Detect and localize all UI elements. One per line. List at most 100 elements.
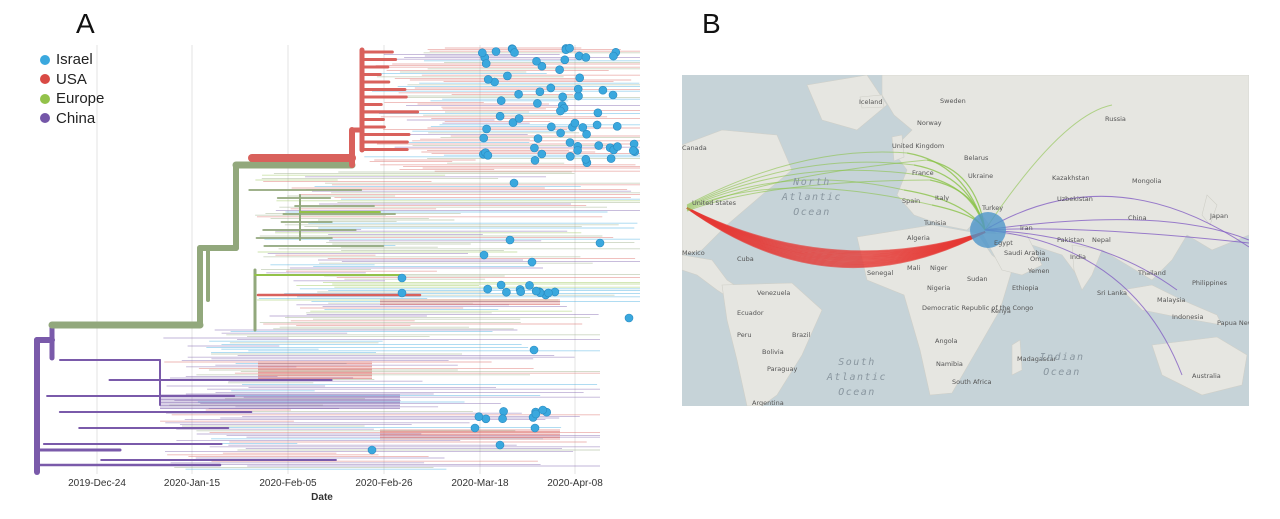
israel-tip-point [498,414,507,424]
x-tick-label: 2020-Feb-26 [355,478,413,489]
israel-tip-point [483,284,493,294]
country-label: United Kingdom [892,142,944,150]
israel-tip-point [533,134,543,143]
uk-landmass [891,134,905,162]
israel-tip-point [628,146,638,155]
ocean-label: North Atlantic Ocean [781,177,842,218]
iceland-landmass [859,94,885,109]
flow-arc-europe-usa [686,169,921,208]
israel-tip-point [397,288,407,298]
greenland-landmass [806,75,888,131]
country-label: Kenya [991,307,1011,315]
israel-tip-point [508,118,518,127]
country-label: Mexico [682,249,705,257]
country-label: Cuba [737,255,754,263]
country-label: Ethiopia [1012,284,1038,292]
israel-tip-point [530,156,540,165]
israel-tip-point [495,111,505,121]
israel-tip-point [574,91,583,101]
israel-tip-point [514,114,524,123]
israel-tip-point [527,257,537,267]
country-label: Sudan [967,275,987,283]
country-label: Nigeria [927,284,950,292]
country-label: Venezuela [757,289,790,297]
ocean-label: Indian Ocean [1039,352,1083,378]
country-label: Papua New Guinea [1217,319,1249,327]
country-label: Nepal [1092,236,1111,244]
flow-arc-usa [686,207,986,269]
country-label: Canada [682,144,707,152]
phylogenetic-tree-chart: 2019-Dec-24 2020-Jan-15 2020-Feb-05 2020-Fe… [34,43,640,503]
israel-tip-point [565,43,574,53]
israel-tip-point [530,423,540,433]
flow-arc-europe-usa [686,159,928,211]
country-label: Uzbekistan [1057,195,1093,203]
israel-tip-point [581,155,591,164]
israel-tip-point [483,151,493,160]
x-axis-title: Date [311,492,333,503]
ocean-label-line: Ocean [793,207,831,218]
country-label: Mongolia [1132,177,1161,185]
israel-tip-point [516,287,526,297]
country-label: India [1070,253,1086,261]
country-label: Iran [1020,224,1033,232]
country-label: Brazil [792,331,810,339]
israel-tip-point [514,89,523,99]
ocean-label-line: North [792,177,831,188]
israel-tip-point [609,51,618,61]
country-label: Malaysia [1157,296,1185,304]
israel-tip-point [546,122,556,132]
flow-arc-asia [984,229,1178,291]
country-label: Egypt [994,239,1013,247]
israel-tip-point [612,122,622,131]
country-label: Bolivia [762,348,784,356]
israel-tip-point [491,47,501,56]
country-label: Pakistan [1057,236,1084,244]
country-label: Paraguay [767,365,797,373]
legend-label: China [56,109,96,127]
country-label: Ecuador [737,309,764,317]
israel-tip-point [598,85,608,95]
legend-swatch [40,54,50,65]
country-label: South Africa [952,378,992,386]
ocean-label-line: Atlantic [781,192,842,203]
israel-tip-point [613,142,622,151]
country-label: Madagascar [1017,355,1057,363]
israel-tip-point [537,149,547,159]
legend-swatch [40,74,50,85]
israel-tip-point [555,65,564,74]
israel-tip-point [532,56,541,66]
israel-tip-point [594,141,604,150]
israel-tip-point [502,287,511,297]
israel-tip-point [531,409,541,419]
legend-item-israel: Israel [40,50,104,70]
world-map: Iceland Sweden Norway Russia United Kingdom B… [682,75,1249,406]
south-america-landmass [721,282,823,406]
israel-tip-point [578,123,588,132]
panel-a-letter: A [76,8,95,39]
israel-tip-point [474,412,484,422]
ocean-label: South Atlantic Ocean [826,357,886,398]
country-label: Senegal [867,269,893,277]
israel-tip-point [510,48,519,57]
israel-tip-point [537,61,547,71]
israel-hub-circle [970,212,1006,248]
israel-tip-point [530,143,539,153]
israel-tip-point [470,423,480,433]
israel-tip-point [481,59,491,68]
flow-arc-europe-usa [686,179,931,212]
israel-tip-point [535,87,545,96]
x-tick-label: 2020-Mar-18 [451,478,509,489]
israel-tip-point [544,288,553,298]
country-label: Angola [935,337,957,345]
country-label: Argentina [752,399,784,406]
legend-swatch [40,113,50,124]
country-label: Australia [1192,372,1221,380]
israel-tip-point [505,235,515,245]
country-label: Iceland [859,98,883,106]
country-label: Turkey [981,204,1003,212]
flow-arc-europe-usa [686,179,905,209]
flow-arc-asia [984,228,1249,244]
flow-arc-europe-usa [686,151,908,206]
israel-tip-point [556,106,565,116]
